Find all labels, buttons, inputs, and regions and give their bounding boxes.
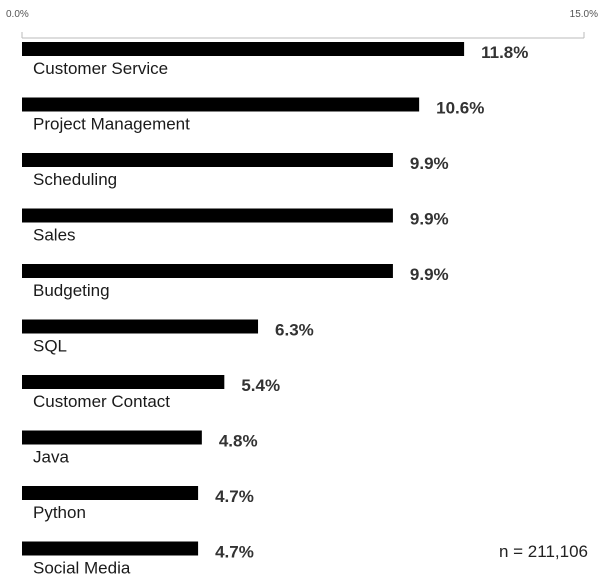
- bar-group: Social Media 4.7%: [22, 541, 254, 576]
- bar: [22, 430, 202, 445]
- bar-value-label: 4.7%: [215, 543, 254, 562]
- bar: [22, 208, 393, 223]
- bar: [22, 375, 225, 389]
- bar-category-label: Social Media: [33, 559, 131, 576]
- bar-category-label: Scheduling: [33, 170, 117, 189]
- bar-category-label: SQL: [33, 337, 67, 356]
- bar: [22, 97, 420, 112]
- bar-group: Sales 9.9%: [22, 208, 449, 245]
- bar-group: Customer Service 11.8%: [22, 42, 528, 78]
- bar-value-label: 9.9%: [410, 265, 449, 284]
- bars: Customer Service 11.8% Project Management 1…: [22, 42, 528, 576]
- x-axis: 0.0% 15.0%: [6, 9, 598, 39]
- bar-value-label: 9.9%: [410, 210, 449, 229]
- bar-category-label: Budgeting: [33, 281, 110, 300]
- bar-group: Customer Contact 5.4%: [22, 375, 280, 411]
- bar-category-label: Customer Service: [33, 59, 168, 78]
- bar-category-label: Project Management: [33, 115, 190, 134]
- x-tick-label: 0.0%: [6, 9, 29, 20]
- bar-group: Python 4.7%: [22, 486, 254, 522]
- bar-value-label: 5.4%: [241, 376, 280, 395]
- sample-size-note: n = 211,106: [498, 542, 588, 561]
- bar-value-label: 6.3%: [275, 321, 314, 340]
- bar: [22, 264, 393, 278]
- bar-value-label: 4.7%: [215, 487, 254, 506]
- bar-value-label: 9.9%: [410, 154, 449, 173]
- bar-category-label: Python: [33, 503, 86, 522]
- bar: [22, 153, 393, 167]
- bar-category-label: Java: [33, 448, 69, 467]
- bar-group: Scheduling 9.9%: [22, 153, 449, 189]
- bar-group: Java 4.8%: [22, 430, 258, 467]
- x-tick-label: 15.0%: [570, 9, 598, 20]
- bar: [22, 319, 259, 334]
- bar: [22, 541, 199, 556]
- bar-category-label: Sales: [33, 226, 76, 245]
- bar-value-label: 4.8%: [219, 432, 258, 451]
- bar: [22, 486, 199, 500]
- bar: [22, 42, 465, 56]
- bar-group: SQL 6.3%: [22, 319, 314, 356]
- bar-group: Budgeting 9.9%: [22, 264, 449, 300]
- bar-value-label: 10.6%: [436, 99, 484, 118]
- bar-category-label: Customer Contact: [33, 392, 170, 411]
- bar-group: Project Management 10.6%: [22, 97, 484, 134]
- bar-value-label: 11.8%: [481, 43, 528, 62]
